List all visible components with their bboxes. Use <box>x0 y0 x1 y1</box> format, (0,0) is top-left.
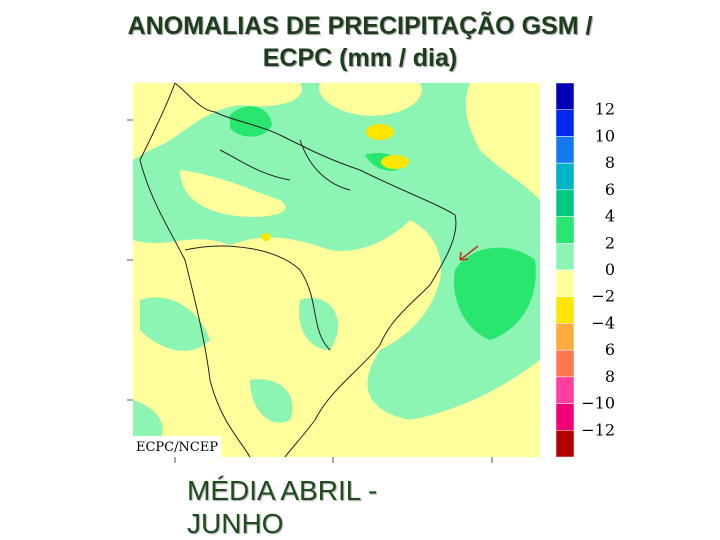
arrow <box>459 245 479 261</box>
dry-spots <box>261 124 409 241</box>
colorbar-cell <box>555 109 575 137</box>
caption-line: JUNHO <box>187 508 284 539</box>
colorbar-label: −2 <box>591 287 615 306</box>
colorbar-cell <box>555 243 575 271</box>
caption-line: MÉDIA ABRIL - <box>187 475 378 506</box>
colorbar-cell <box>555 136 575 164</box>
colorbar-label: 6 <box>605 180 615 199</box>
colorbar-cell <box>555 189 575 217</box>
colorbar-cell <box>555 162 575 191</box>
colorbar-cell <box>555 323 575 351</box>
colorbar-cell <box>555 349 575 378</box>
colorbar-cell <box>555 376 575 404</box>
colorbar-cell <box>555 216 575 244</box>
colorbar-label: 4 <box>605 207 615 226</box>
colorbar-label: 8 <box>605 153 615 172</box>
title-line: ANOMALIAS DE PRECIPITAÇÃO GSM / <box>127 12 593 40</box>
colorbar-cell <box>555 296 575 324</box>
colorbar-label: 0 <box>605 260 615 279</box>
colorbar-label: 8 <box>605 367 615 386</box>
colorbar-label: −10 <box>581 394 615 413</box>
colorbar-label: 12 <box>595 100 615 119</box>
coastlines <box>139 82 457 458</box>
positive-anomaly-areas <box>133 297 339 445</box>
colorbar-label: 2 <box>605 233 615 252</box>
colorbar-label: 10 <box>595 126 615 145</box>
colorbar: 12 10 8 6 4 2 0 −2 −4 6 8 −10 −12 <box>555 82 615 458</box>
colorbar-cell <box>555 430 575 458</box>
colorbar-cell <box>555 269 575 297</box>
colorbar-label: −4 <box>591 313 615 332</box>
title-line: ECPC (mm / dia) <box>262 44 458 72</box>
credit-box <box>133 436 221 457</box>
map-frame-ticks <box>127 119 493 463</box>
colorbar-cell <box>555 403 575 431</box>
colorbar-label: −12 <box>581 420 615 439</box>
map-credit: ECPC/NCEP <box>136 440 218 455</box>
colorbar-cell <box>555 82 575 110</box>
negative-anomaly-areas <box>133 83 540 457</box>
colorbar-label: 6 <box>605 340 615 359</box>
